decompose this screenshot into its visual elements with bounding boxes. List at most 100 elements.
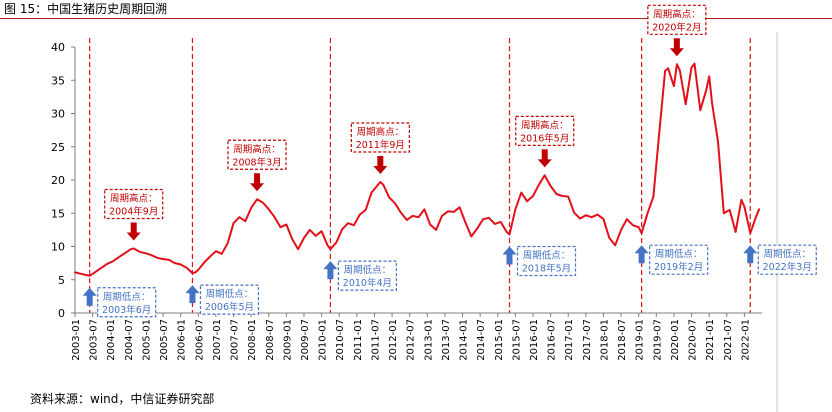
trough-callout-label: 周期低点： (103, 291, 151, 303)
x-tick-label: 2010-07 (335, 319, 346, 361)
x-tick-label: 2003-07 (89, 319, 100, 361)
peak-callout-label: 周期高点： (357, 126, 405, 138)
peak-callout-frame (350, 122, 410, 153)
y-tick-label: 35 (51, 74, 65, 87)
x-tick-label: 2021-07 (723, 319, 734, 361)
x-tick-label: 2021-01 (705, 319, 716, 361)
trough-arrow (323, 261, 338, 280)
title-rule (0, 18, 832, 19)
peak-callout-frame (104, 188, 164, 220)
trough-callout-frame (337, 260, 398, 291)
trough-callout: 周期低点：2022年3月 (757, 244, 817, 275)
x-tick-label: 2022-01 (740, 319, 751, 361)
trough-callout-frame (199, 284, 260, 315)
peak-callout-frame (515, 115, 575, 146)
peak-callout-date: 2020年2月 (652, 21, 701, 33)
trough-callout: 周期低点：2006年5月 (199, 284, 260, 315)
trough-callout-label: 周期低点： (763, 248, 811, 260)
trough-callout-label: 周期低点： (206, 288, 254, 300)
x-tick-label: 2010-01 (318, 319, 329, 361)
x-tick-label: 2015-07 (511, 319, 522, 361)
x-tick-label: 2014-01 (459, 319, 470, 361)
peak-callout: 周期高点：2008年3月 (227, 139, 287, 170)
peak-callout-frame (647, 4, 707, 35)
x-tick-label: 2013-01 (423, 319, 434, 361)
x-tick-label: 2007-01 (212, 319, 223, 361)
x-tick-label: 2018-07 (617, 319, 628, 361)
trough-callout-date: 2006年5月 (205, 301, 254, 313)
peak-callout-date: 2011年9月 (356, 139, 405, 151)
x-tick-label: 2008-01 (247, 319, 258, 361)
trough-callout: 周期低点：2018年5月 (516, 245, 577, 277)
peak-callout-date: 2008年3月 (232, 156, 281, 168)
x-tick-label: 2005-07 (159, 319, 170, 361)
peak-arrow (669, 38, 684, 57)
x-tick-label: 2003-01 (71, 319, 82, 361)
peak-callout: 周期高点：2004年9月 (104, 188, 164, 220)
trough-callout-label: 周期低点： (655, 248, 703, 260)
y-tick-label: 5 (58, 274, 65, 287)
y-tick-label: 30 (51, 108, 65, 121)
peak-callout-label: 周期高点： (653, 8, 701, 20)
peak-arrow (373, 155, 388, 174)
x-tick-label: 2011-07 (370, 319, 381, 361)
price-line (74, 62, 761, 277)
x-tick-label: 2009-07 (300, 319, 311, 361)
x-tick-label: 2019-07 (652, 319, 663, 361)
trough-callout: 周期低点：2010年4月 (337, 260, 398, 291)
peak-callout: 周期高点：2016年5月 (515, 115, 575, 146)
x-axis: 2003-01 2003-07 2004-01 2004-07 2005-01 2005-… (71, 312, 762, 361)
x-tick-label: 2007-07 (230, 319, 241, 361)
x-tick-label: 2016-07 (547, 319, 558, 361)
trough-callout-frame (97, 287, 157, 318)
x-tick-label: 2005-01 (141, 319, 152, 361)
trough-callout-frame (516, 245, 577, 277)
trough-callout-date: 2022年3月 (763, 261, 812, 273)
x-tick-label: 2020-01 (670, 319, 681, 361)
trough-arrow (82, 287, 97, 306)
trough-callout-label: 周期低点： (523, 250, 571, 262)
peak-arrow (126, 222, 141, 241)
trough-callout-date: 2018年5月 (522, 263, 571, 275)
peak-arrow (250, 173, 265, 192)
y-tick-label: 25 (51, 141, 65, 154)
peak-callout-label: 周期高点： (233, 143, 281, 155)
x-tick-label: 2020-07 (688, 319, 699, 361)
x-tick-label: 2011-01 (353, 319, 364, 361)
x-tick-label: 2006-01 (177, 319, 188, 361)
x-tick-label: 2008-07 (265, 319, 276, 361)
x-tick-label: 2009-01 (282, 319, 293, 361)
y-tick-label: 20 (51, 174, 65, 187)
figure-title: 图 15：中国生猪历史周期回溯 (4, 2, 168, 16)
x-tick-label: 2012-01 (388, 319, 399, 361)
x-tick-label: 2004-01 (106, 319, 117, 361)
x-tick-label: 2006-07 (194, 319, 205, 361)
y-tick-label: 10 (51, 241, 65, 254)
trough-callout-date: 2010年4月 (343, 277, 392, 289)
y-tick-label: 15 (51, 207, 65, 220)
trough-arrow (634, 245, 649, 264)
y-axis: 0 5 10 15 20 25 30 35 40 (51, 32, 778, 412)
x-tick-label: 2012-07 (406, 319, 417, 361)
y-tick-label: 40 (51, 41, 65, 54)
trough-callout-date: 2003年6月 (102, 304, 151, 316)
peak-callout-frame (227, 139, 287, 170)
peak-arrow (537, 149, 552, 168)
x-tick-label: 2016-01 (529, 319, 540, 361)
price-series (74, 62, 761, 277)
trough-callout: 周期低点：2003年6月 (97, 287, 157, 318)
x-tick-label: 2019-01 (635, 319, 646, 361)
x-tick-label: 2014-07 (476, 319, 487, 361)
peak-callout-label: 周期高点： (521, 119, 569, 131)
x-tick-label: 2013-07 (441, 319, 452, 361)
trough-callout-label: 周期低点： (344, 264, 392, 276)
peak-callout-label: 周期高点： (110, 192, 158, 204)
trough-callout-frame (757, 244, 817, 275)
cycle-annotations: 周期高点：2004年9月周期高点：2008年3月周期高点：2011年9月周期高点… (82, 4, 817, 318)
x-tick-label: 2004-07 (124, 319, 135, 361)
x-tick-label: 2017-01 (564, 319, 575, 361)
trough-arrow (743, 245, 758, 264)
trough-arrow (185, 285, 200, 304)
x-tick-label: 2015-01 (494, 319, 505, 361)
source-note: 资料来源：wind，中信证券研究部 (30, 392, 215, 406)
